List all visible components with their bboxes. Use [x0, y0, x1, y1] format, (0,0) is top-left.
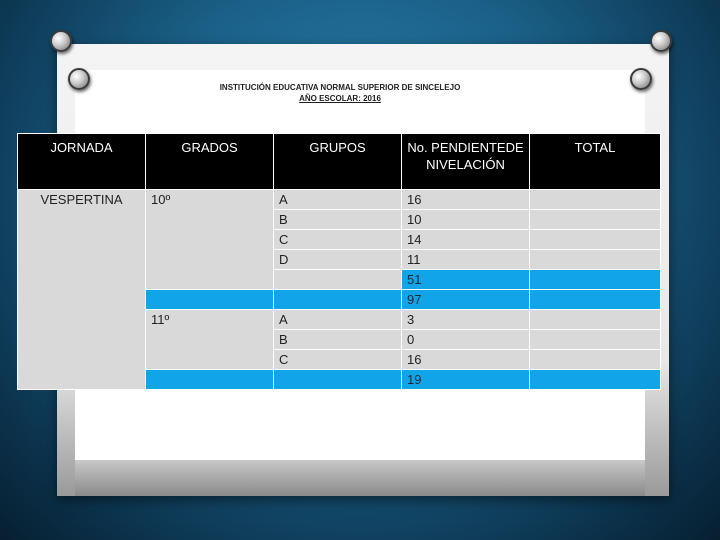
grupo-cell: B	[273, 329, 402, 350]
grado-cell	[145, 289, 274, 310]
header-total: TOTAL	[529, 133, 661, 190]
institution-name: INSTITUCIÓN EDUCATIVA NORMAL SUPERIOR DE…	[219, 83, 461, 92]
total-cell	[529, 289, 661, 310]
total-cell	[529, 369, 661, 390]
total-cell	[529, 249, 661, 270]
table-row: B 0	[18, 329, 661, 350]
total-10-11-cell: 97	[401, 289, 530, 310]
total-cell	[529, 349, 661, 370]
pin-icon-top-right-inner	[630, 68, 652, 90]
table-row: D 11	[18, 249, 661, 270]
grupo-cell: B	[273, 209, 402, 230]
grupo-cell	[273, 289, 402, 310]
pendientes-cell: 3	[401, 309, 530, 330]
grupo-cell: D	[273, 249, 402, 270]
total-cell	[529, 209, 661, 230]
slide-bottom-shadow	[75, 460, 645, 496]
header-grupos: GRUPOS	[273, 133, 402, 190]
total-cell	[529, 329, 661, 350]
pin-icon-top-left	[50, 30, 72, 52]
header-jornada: JORNADA	[17, 133, 146, 190]
subtotal-11-cell: 19	[401, 369, 530, 390]
total-cell	[529, 269, 661, 290]
table-header-row: JORNADA GRADOS GRUPOS No. PENDIENTEDE NI…	[17, 133, 661, 190]
grado-11-cell: 11º	[145, 309, 274, 370]
grado-cell	[145, 369, 274, 390]
subtotal-10-cell: 51	[401, 269, 530, 290]
grupo-cell: C	[273, 229, 402, 250]
grupo-cell	[273, 269, 402, 290]
grupo-cell	[273, 369, 402, 390]
pin-icon-top-right	[650, 30, 672, 52]
grupo-cell: C	[273, 349, 402, 370]
grupo-cell: A	[273, 189, 402, 210]
document-header: INSTITUCIÓN EDUCATIVA NORMAL SUPERIOR DE…	[140, 82, 540, 104]
total-cell	[529, 189, 661, 210]
jornada-cell: VESPERTINA	[17, 189, 146, 390]
pendientes-cell: 14	[401, 229, 530, 250]
pendientes-cell: 16	[401, 189, 530, 210]
subtotal-row-10: 51	[18, 269, 661, 290]
pendientes-cell: 0	[401, 329, 530, 350]
header-grados: GRADOS	[145, 133, 274, 190]
pendientes-cell: 10	[401, 209, 530, 230]
pendientes-cell: 16	[401, 349, 530, 370]
pending-students-table: JORNADA GRADOS GRUPOS No. PENDIENTEDE NI…	[17, 133, 661, 390]
pin-icon-top-left-inner	[68, 68, 90, 90]
total-cell	[529, 309, 661, 330]
total-cell	[529, 229, 661, 250]
header-pendientes: No. PENDIENTEDE NIVELACIÓN	[401, 133, 530, 190]
table-row: VESPERTINA 10º A 16	[17, 189, 661, 390]
grado-10-cell: 10º	[145, 189, 274, 290]
grupo-cell: A	[273, 309, 402, 330]
school-year: AÑO ESCOLAR: 2016	[299, 94, 381, 103]
pendientes-cell: 11	[401, 249, 530, 270]
table-row: 11º A 3	[18, 309, 661, 370]
total-row: 97	[18, 289, 661, 310]
subtotal-row-11: 19	[18, 369, 661, 390]
